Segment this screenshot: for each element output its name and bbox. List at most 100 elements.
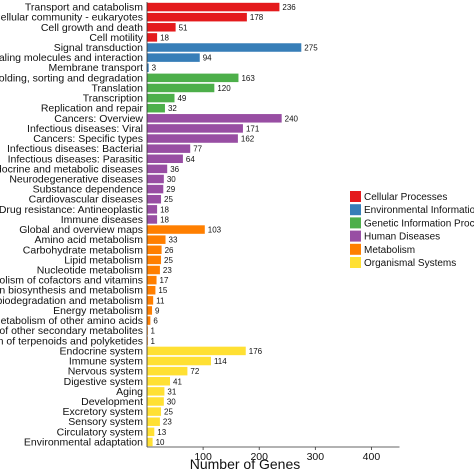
bar — [147, 103, 165, 113]
bar — [147, 33, 158, 42]
value-label: 18 — [160, 33, 169, 42]
bar — [147, 43, 302, 52]
category-label: Immune diseases — [61, 214, 143, 226]
category-label: Carbohydrate metabolism — [23, 244, 143, 256]
value-label: 240 — [285, 114, 299, 123]
category-label: Cellular community - eukaryotes — [0, 12, 143, 24]
legend-swatch — [350, 257, 361, 268]
category-label: Folding, sorting and degradation — [0, 72, 143, 84]
bar — [147, 53, 200, 62]
value-label: 178 — [250, 13, 264, 22]
category-label: Infectious diseases: Parasitic — [8, 153, 143, 165]
legend-label: Cellular Processes — [364, 192, 447, 203]
value-label: 10 — [156, 438, 165, 447]
value-label: 275 — [304, 44, 318, 53]
x-tick-label: 200 — [250, 451, 268, 463]
legend-label: Environmental Information Processing — [364, 205, 474, 216]
value-label: 17 — [160, 276, 169, 285]
category-label: Signaling molecules and interaction — [0, 52, 143, 64]
x-tick-label: 300 — [307, 451, 325, 463]
category-label: Biosynthesis of other secondary metaboli… — [0, 325, 143, 337]
x-axis-ticks: 100 200 300 400 — [194, 447, 380, 463]
bar — [147, 265, 160, 275]
bar — [147, 296, 154, 305]
value-label: 120 — [217, 84, 231, 93]
bar — [147, 377, 171, 386]
value-label: 23 — [163, 418, 172, 427]
category-label: Infectious diseases: Bacterial — [7, 143, 143, 155]
bar — [147, 387, 165, 396]
bar — [147, 194, 162, 204]
bar — [147, 144, 191, 153]
category-label: Nervous system — [68, 366, 144, 378]
value-label: 25 — [164, 256, 173, 265]
value-label: 25 — [164, 408, 173, 417]
x-axis-title: Number of Genes — [190, 456, 301, 472]
bar — [147, 417, 160, 426]
legend-swatch — [350, 217, 361, 229]
category-label: Neurodegenerative diseases — [9, 173, 143, 185]
legend-swatch — [350, 191, 361, 202]
bar — [147, 346, 246, 356]
category-label: Cell growth and death — [41, 22, 143, 34]
bar — [147, 63, 149, 72]
legend-label: Genetic Information Processing — [364, 218, 474, 229]
category-label: Energy metabolism — [53, 305, 143, 317]
category-label: Replication and repair — [41, 103, 144, 115]
value-label: 6 — [153, 317, 158, 326]
value-label: 18 — [160, 205, 169, 214]
legend-label: Metabolism — [364, 245, 415, 256]
value-label: 176 — [249, 347, 263, 356]
bar — [147, 285, 156, 295]
category-label: Environmental adaptation — [24, 436, 143, 448]
category-label: Metabolism of terpenoids and polyketides — [0, 335, 143, 347]
x-tick-label: 100 — [194, 451, 212, 463]
bar — [147, 174, 164, 184]
value-label: 49 — [177, 94, 186, 103]
x-tick-label: 400 — [363, 451, 381, 463]
category-label: Substance dependence — [33, 184, 144, 196]
category-label: Infectious diseases: Viral — [27, 123, 143, 135]
value-label: 162 — [241, 135, 255, 144]
value-label: 236 — [282, 3, 296, 12]
value-label: 103 — [208, 226, 222, 235]
legend: Cellular Processes Environmental Informat… — [350, 191, 474, 269]
bar — [147, 316, 151, 325]
category-label: Transcription — [83, 93, 143, 105]
legend-swatch — [350, 243, 361, 255]
value-label: 31 — [167, 387, 176, 396]
bar — [147, 73, 239, 83]
value-label: 77 — [193, 145, 202, 154]
value-label: 26 — [165, 246, 174, 255]
value-label: 29 — [166, 185, 175, 194]
category-label: Cancers: Overview — [54, 113, 143, 125]
value-label: 41 — [173, 377, 182, 386]
category-label: Excretory system — [62, 406, 143, 418]
category-label: Aging — [116, 386, 143, 398]
category-label: Cancers: Specific types — [33, 133, 143, 145]
value-label: 163 — [241, 74, 255, 83]
bar — [147, 184, 164, 194]
value-label: 9 — [155, 306, 160, 315]
category-label: Translation — [91, 82, 143, 94]
value-label: 33 — [169, 236, 178, 245]
bar — [147, 356, 211, 366]
bar — [147, 275, 157, 285]
value-labels: 2361785118275943163120493224017116277643… — [151, 3, 319, 447]
value-label: 114 — [214, 357, 227, 366]
value-label: 32 — [168, 104, 177, 113]
bars — [147, 2, 302, 447]
bar — [147, 306, 153, 315]
value-label: 30 — [167, 397, 176, 406]
category-label: Drug resistance: Antineoplastic — [0, 204, 143, 216]
category-label: Endocrine system — [60, 345, 144, 357]
value-label: 94 — [203, 54, 212, 63]
value-label: 13 — [157, 428, 166, 437]
bar — [147, 215, 158, 224]
category-label: Xenobiotics biodegradation and metabolis… — [0, 295, 143, 307]
value-label: 1 — [151, 327, 156, 336]
bar — [147, 23, 176, 32]
category-label: Lipid metabolism — [64, 254, 143, 266]
category-label: Metabolism of other amino acids — [0, 315, 143, 327]
